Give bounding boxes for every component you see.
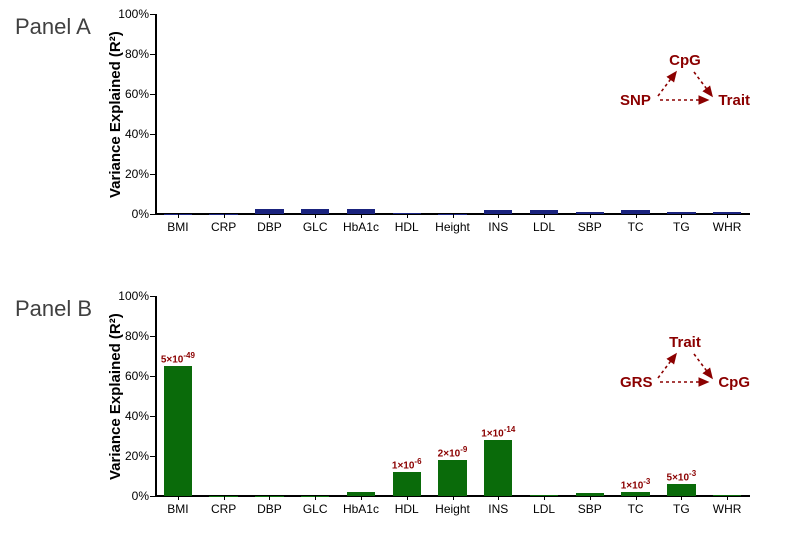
y-tick-label: 60% (115, 87, 149, 101)
bar-annotation: 1×10-3 (621, 477, 651, 491)
x-tick-label: WHR (713, 220, 742, 234)
x-tick-mark (498, 214, 499, 218)
x-tick-label: CRP (211, 502, 236, 516)
bar-hdl (393, 472, 421, 496)
bar-annotation: 1×10-14 (481, 425, 515, 439)
x-tick-label: BMI (167, 502, 188, 516)
x-tick-label: DBP (257, 502, 282, 516)
x-tick-label: LDL (533, 502, 555, 516)
x-tick-mark (636, 214, 637, 218)
y-tick-label: 100% (115, 289, 149, 303)
x-tick-label: SBP (578, 220, 602, 234)
x-tick-mark (224, 214, 225, 218)
x-tick-mark (498, 496, 499, 500)
x-tick-mark (453, 496, 454, 500)
x-tick-label: INS (488, 502, 508, 516)
x-tick-mark (269, 496, 270, 500)
x-tick-mark (407, 496, 408, 500)
y-tick-label: 40% (115, 409, 149, 423)
y-tick-label: 0% (115, 489, 149, 503)
x-tick-mark (544, 496, 545, 500)
x-tick-mark (590, 496, 591, 500)
y-tick-label: 0% (115, 207, 149, 221)
x-tick-label: TG (673, 502, 690, 516)
y-tick-label: 20% (115, 167, 149, 181)
diagram-arrows (620, 52, 750, 112)
bar-annotation: 1×10-6 (392, 457, 422, 471)
y-tick-label: 40% (115, 127, 149, 141)
bar-bmi (164, 366, 192, 496)
x-tick-label: TC (628, 220, 644, 234)
x-tick-label: CRP (211, 220, 236, 234)
bar-annotation: 2×10-9 (438, 445, 468, 459)
y-tick-label: 20% (115, 449, 149, 463)
y-tick-label: 100% (115, 7, 149, 21)
x-tick-mark (361, 214, 362, 218)
chart-panel-b: Variance Explained (R²)0%20%40%60%80%100… (155, 296, 750, 496)
x-tick-mark (315, 214, 316, 218)
x-tick-label: INS (488, 220, 508, 234)
y-axis-line (155, 14, 157, 214)
x-tick-mark (681, 214, 682, 218)
x-tick-label: HbA1c (343, 220, 379, 234)
causal-diagram: CpGSNPTrait (620, 52, 750, 112)
x-tick-mark (544, 214, 545, 218)
x-tick-label: WHR (713, 502, 742, 516)
bar-tg (667, 484, 695, 496)
x-tick-label: HDL (395, 502, 419, 516)
x-tick-mark (636, 496, 637, 500)
causal-diagram: TraitGRSCpG (620, 334, 750, 394)
x-tick-mark (453, 214, 454, 218)
x-tick-label: GLC (303, 220, 328, 234)
y-tick-label: 80% (115, 47, 149, 61)
x-tick-mark (407, 214, 408, 218)
x-tick-mark (590, 214, 591, 218)
panel-label-b: Panel B (15, 296, 92, 322)
x-tick-mark (178, 214, 179, 218)
x-tick-label: SBP (578, 502, 602, 516)
chart-panel-a: Variance Explained (R²)0%20%40%60%80%100… (155, 14, 750, 214)
x-tick-label: TC (628, 502, 644, 516)
x-tick-mark (269, 214, 270, 218)
x-tick-label: LDL (533, 220, 555, 234)
diagram-arrows (620, 334, 750, 394)
x-tick-label: HDL (395, 220, 419, 234)
x-tick-mark (224, 496, 225, 500)
bar-annotation: 5×10-49 (161, 351, 195, 365)
panel-label-a: Panel A (15, 14, 91, 40)
x-tick-label: GLC (303, 502, 328, 516)
bar-ins (484, 440, 512, 496)
x-tick-mark (361, 496, 362, 500)
x-tick-label: Height (435, 220, 470, 234)
x-tick-mark (178, 496, 179, 500)
y-axis-line (155, 296, 157, 496)
x-tick-label: BMI (167, 220, 188, 234)
bar-height (438, 460, 466, 496)
y-tick-label: 60% (115, 369, 149, 383)
x-tick-mark (315, 496, 316, 500)
bar-annotation: 5×10-3 (667, 469, 697, 483)
x-tick-label: HbA1c (343, 502, 379, 516)
x-tick-mark (727, 496, 728, 500)
x-tick-label: Height (435, 502, 470, 516)
x-tick-label: DBP (257, 220, 282, 234)
x-tick-mark (681, 496, 682, 500)
x-tick-label: TG (673, 220, 690, 234)
y-tick-label: 80% (115, 329, 149, 343)
x-tick-mark (727, 214, 728, 218)
